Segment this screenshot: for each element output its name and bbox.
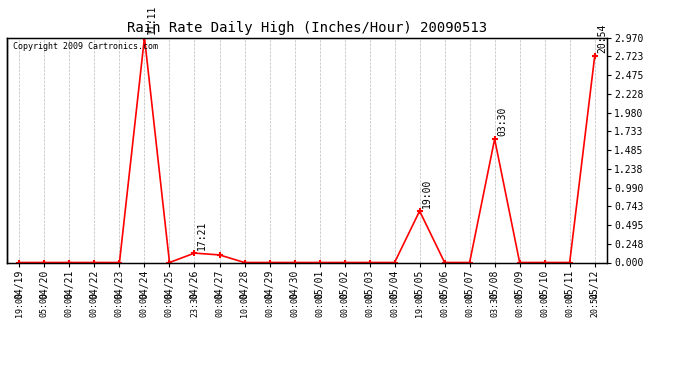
Text: 19:00: 19:00 bbox=[422, 178, 432, 208]
Text: 00:00: 00:00 bbox=[90, 292, 99, 317]
Text: 05:00: 05:00 bbox=[40, 292, 49, 317]
Text: 00:00: 00:00 bbox=[440, 292, 449, 317]
Text: 00:00: 00:00 bbox=[290, 292, 299, 317]
Text: 00:00: 00:00 bbox=[65, 292, 74, 317]
Text: Copyright 2009 Cartronics.com: Copyright 2009 Cartronics.com bbox=[13, 42, 158, 51]
Text: 00:00: 00:00 bbox=[165, 292, 174, 317]
Text: 20:54: 20:54 bbox=[590, 292, 599, 317]
Text: 17:21: 17:21 bbox=[197, 221, 207, 250]
Text: 00:00: 00:00 bbox=[340, 292, 349, 317]
Text: 00:00: 00:00 bbox=[515, 292, 524, 317]
Text: 00:00: 00:00 bbox=[390, 292, 399, 317]
Text: 20:54: 20:54 bbox=[598, 24, 607, 53]
Text: 00:00: 00:00 bbox=[140, 292, 149, 317]
Text: 19:00: 19:00 bbox=[415, 292, 424, 317]
Text: 03:30: 03:30 bbox=[490, 292, 499, 317]
Title: Rain Rate Daily High (Inches/Hour) 20090513: Rain Rate Daily High (Inches/Hour) 20090… bbox=[127, 21, 487, 35]
Text: 11:11: 11:11 bbox=[147, 5, 157, 34]
Text: 00:00: 00:00 bbox=[540, 292, 549, 317]
Text: 10:00: 10:00 bbox=[240, 292, 249, 317]
Text: 00:00: 00:00 bbox=[465, 292, 474, 317]
Text: 00:00: 00:00 bbox=[565, 292, 574, 317]
Text: 00:00: 00:00 bbox=[265, 292, 274, 317]
Text: 23:30: 23:30 bbox=[190, 292, 199, 317]
Text: 00:00: 00:00 bbox=[365, 292, 374, 317]
Text: 00:00: 00:00 bbox=[115, 292, 124, 317]
Text: 00:00: 00:00 bbox=[215, 292, 224, 317]
Text: 00:00: 00:00 bbox=[315, 292, 324, 317]
Text: 03:30: 03:30 bbox=[497, 106, 507, 136]
Text: 19:00: 19:00 bbox=[15, 292, 24, 317]
